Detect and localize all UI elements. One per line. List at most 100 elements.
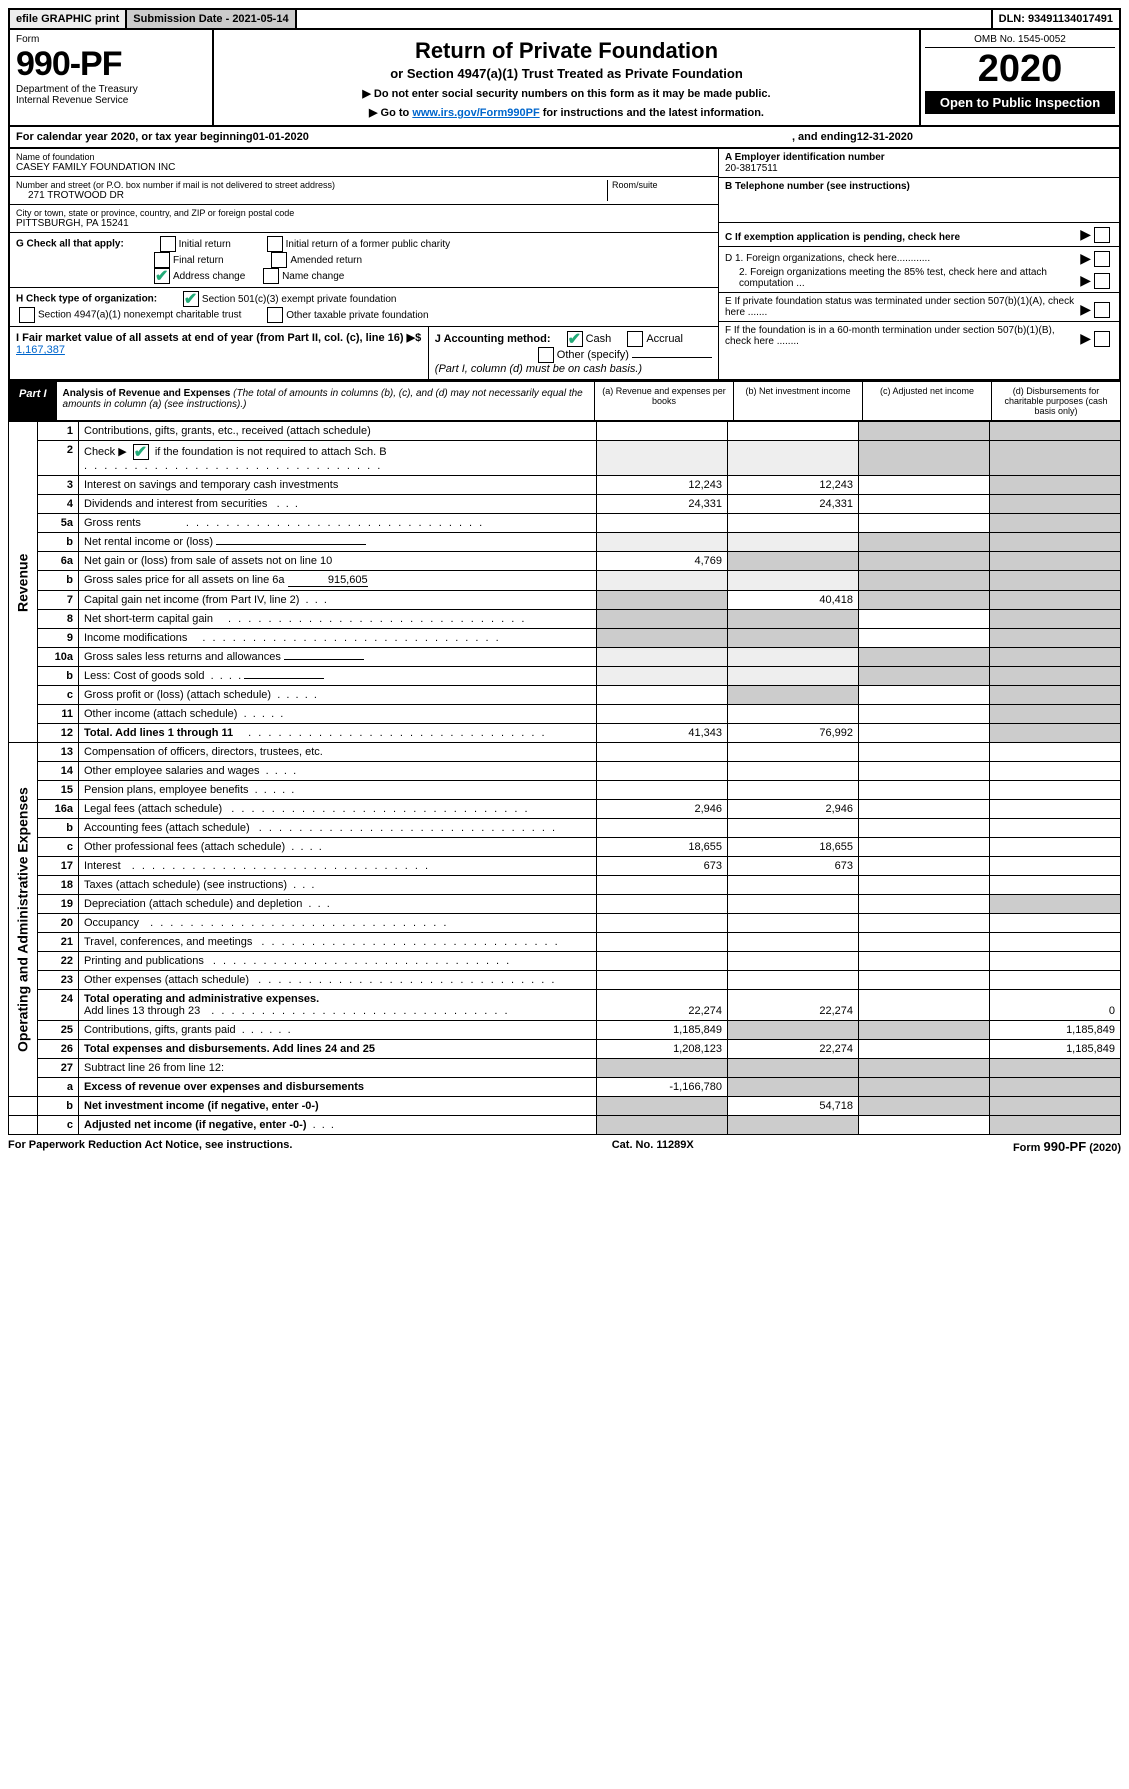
amended-checkbox[interactable] bbox=[271, 252, 287, 268]
fmv-value[interactable]: 1,167,387 bbox=[16, 344, 65, 356]
arrow-icon: ▶ bbox=[1080, 226, 1091, 243]
table-row: 20 Occupancy bbox=[9, 914, 1121, 933]
e-checkbox[interactable] bbox=[1094, 302, 1110, 318]
sch-b-checkbox[interactable] bbox=[133, 444, 149, 460]
form-label: Form bbox=[16, 34, 206, 45]
j-cell: J Accounting method: Cash Accrual Other … bbox=[429, 327, 718, 379]
arrow-icon: ▶ bbox=[1080, 272, 1091, 289]
line-desc: Taxes (attach schedule) (see instruction… bbox=[79, 876, 597, 895]
l6b-val: 915,605 bbox=[288, 574, 368, 587]
l2-post: if the foundation is not required to att… bbox=[152, 446, 387, 458]
line-no: 20 bbox=[38, 914, 79, 933]
h1-label: Section 501(c)(3) exempt private foundat… bbox=[202, 294, 397, 305]
h3-checkbox[interactable] bbox=[267, 307, 283, 323]
h2-checkbox[interactable] bbox=[19, 307, 35, 323]
address-change-checkbox[interactable] bbox=[154, 268, 170, 284]
table-row: 24 Total operating and administrative ex… bbox=[9, 990, 1121, 1021]
line-no: b bbox=[38, 819, 79, 838]
h1-checkbox[interactable] bbox=[183, 291, 199, 307]
entity-left: Name of foundation CASEY FAMILY FOUNDATI… bbox=[10, 149, 718, 379]
line-no: 18 bbox=[38, 876, 79, 895]
line-no: 24 bbox=[38, 990, 79, 1021]
footer-left: For Paperwork Reduction Act Notice, see … bbox=[8, 1139, 292, 1154]
line-no: c bbox=[38, 686, 79, 705]
line-no: 1 bbox=[38, 422, 79, 441]
line-desc: Travel, conferences, and meetings bbox=[79, 933, 597, 952]
line-desc: Pension plans, employee benefits . . . .… bbox=[79, 781, 597, 800]
entity-right: A Employer identification number 20-3817… bbox=[718, 149, 1119, 379]
city-label: City or town, state or province, country… bbox=[16, 208, 712, 218]
line-desc: Adjusted net income (if negative, enter … bbox=[79, 1116, 597, 1135]
line-desc: Other employee salaries and wages . . . … bbox=[79, 762, 597, 781]
f-checkbox[interactable] bbox=[1094, 331, 1110, 347]
l9-desc: Income modifications bbox=[84, 632, 187, 644]
amt-a: 24,331 bbox=[597, 495, 728, 514]
amt-b: 76,992 bbox=[728, 724, 859, 743]
cal-mid: , and ending bbox=[792, 131, 857, 143]
irs-link[interactable]: www.irs.gov/Form990PF bbox=[412, 107, 539, 119]
col-b-header: (b) Net investment income bbox=[733, 382, 862, 420]
line-desc: Excess of revenue over expenses and disb… bbox=[79, 1078, 597, 1097]
name-label: Name of foundation bbox=[16, 152, 712, 162]
h2-label: Section 4947(a)(1) nonexempt charitable … bbox=[38, 310, 241, 321]
c-checkbox[interactable] bbox=[1094, 227, 1110, 243]
amt-b: 54,718 bbox=[728, 1097, 859, 1116]
table-row: a Excess of revenue over expenses and di… bbox=[9, 1078, 1121, 1097]
initial-return-checkbox[interactable] bbox=[160, 236, 176, 252]
table-row: 15 Pension plans, employee benefits . . … bbox=[9, 781, 1121, 800]
line-no: c bbox=[38, 1116, 79, 1135]
line-no: 8 bbox=[38, 610, 79, 629]
line-no: a bbox=[38, 1078, 79, 1097]
i-cell: I Fair market value of all assets at end… bbox=[10, 327, 429, 379]
line-no: 16a bbox=[38, 800, 79, 819]
initial-former-checkbox[interactable] bbox=[267, 236, 283, 252]
cash-checkbox[interactable] bbox=[567, 331, 583, 347]
table-row: 14 Other employee salaries and wages . .… bbox=[9, 762, 1121, 781]
line-no: 9 bbox=[38, 629, 79, 648]
accrual-checkbox[interactable] bbox=[627, 331, 643, 347]
line-desc: Contributions, gifts, grants, etc., rece… bbox=[79, 422, 597, 441]
part1-title: Analysis of Revenue and Expenses bbox=[63, 388, 231, 399]
form-header: Form 990-PF Department of the Treasury I… bbox=[8, 30, 1121, 127]
l18-desc: Taxes (attach schedule) (see instruction… bbox=[84, 879, 287, 891]
line-desc: Total operating and administrative expen… bbox=[79, 990, 597, 1021]
form-number: 990-PF bbox=[16, 45, 206, 84]
line-no: 22 bbox=[38, 952, 79, 971]
l16a-desc: Legal fees (attach schedule) bbox=[84, 803, 222, 815]
tax-year: 2020 bbox=[925, 48, 1115, 91]
l5a-desc: Gross rents bbox=[84, 517, 141, 529]
line-no: 13 bbox=[38, 743, 79, 762]
h3-label: Other taxable private foundation bbox=[286, 310, 428, 321]
l27c-desc: Adjusted net income (if negative, enter … bbox=[84, 1119, 306, 1131]
name-change-checkbox[interactable] bbox=[263, 268, 279, 284]
entity-info: Name of foundation CASEY FAMILY FOUNDATI… bbox=[8, 149, 1121, 381]
line-no: b bbox=[38, 1097, 79, 1116]
other-method-label: Other (specify) bbox=[557, 349, 629, 361]
line-no: 21 bbox=[38, 933, 79, 952]
amt-b: 22,274 bbox=[728, 990, 859, 1021]
irs-label: Internal Revenue Service bbox=[16, 95, 206, 106]
d1-checkbox[interactable] bbox=[1094, 251, 1110, 267]
i-label: I Fair market value of all assets at end… bbox=[16, 332, 421, 344]
table-row: 21 Travel, conferences, and meetings bbox=[9, 933, 1121, 952]
table-row: c Gross profit or (loss) (attach schedul… bbox=[9, 686, 1121, 705]
d2-checkbox[interactable] bbox=[1094, 273, 1110, 289]
l16b-desc: Accounting fees (attach schedule) bbox=[84, 822, 250, 834]
line-desc: Other expenses (attach schedule) bbox=[79, 971, 597, 990]
cal-end: 12-31-2020 bbox=[857, 131, 913, 143]
line-no: 10a bbox=[38, 648, 79, 667]
table-row: 26 Total expenses and disbursements. Add… bbox=[9, 1040, 1121, 1059]
form-subtitle: or Section 4947(a)(1) Trust Treated as P… bbox=[220, 66, 913, 81]
amt-b: 673 bbox=[728, 857, 859, 876]
line-desc: Legal fees (attach schedule) bbox=[79, 800, 597, 819]
submission-date: Submission Date - 2021-05-14 bbox=[127, 10, 296, 28]
note2-post: for instructions and the latest informat… bbox=[540, 107, 764, 119]
line-no: 27 bbox=[38, 1059, 79, 1078]
other-method-checkbox[interactable] bbox=[538, 347, 554, 363]
arrow-icon: ▶ bbox=[1080, 250, 1091, 267]
note-link: ▶ Go to www.irs.gov/Form990PF for instru… bbox=[220, 106, 913, 119]
part1-header: Part I Analysis of Revenue and Expenses … bbox=[8, 381, 1121, 421]
part1-desc: Analysis of Revenue and Expenses (The to… bbox=[57, 382, 594, 420]
l6b-pre: Gross sales price for all assets on line… bbox=[84, 574, 288, 586]
h-section: H Check type of organization: Section 50… bbox=[10, 288, 718, 327]
